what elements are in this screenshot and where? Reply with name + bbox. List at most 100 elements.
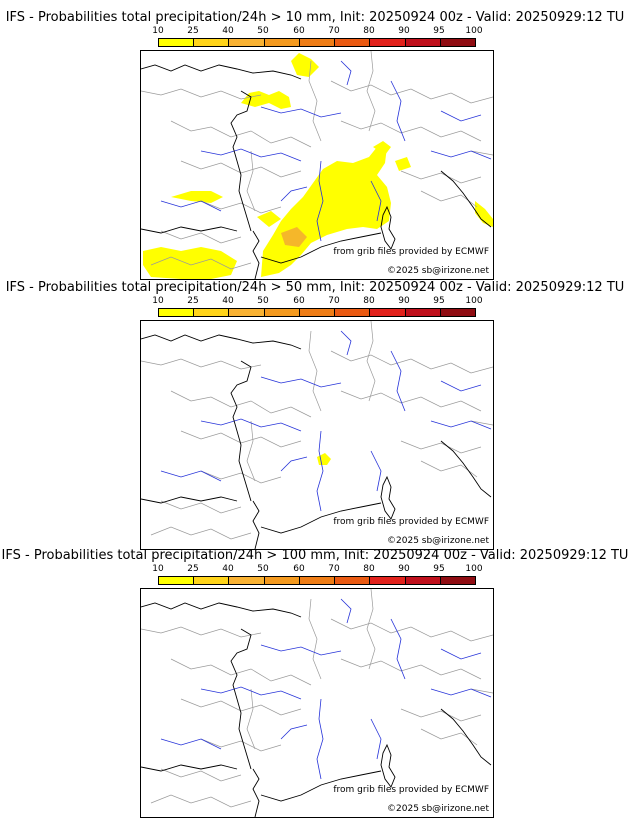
colorbar-swatch [440, 39, 475, 46]
precip-area-central-mid [281, 227, 307, 247]
precip-probability-areas [143, 53, 493, 279]
colorbar-tick: 60 [293, 296, 305, 306]
colorbar-tick: 50 [257, 564, 269, 574]
border-line [400, 440, 482, 454]
colorbar-swatch [440, 309, 475, 316]
river [440, 648, 482, 660]
river [340, 598, 352, 624]
border-line [150, 794, 252, 808]
colorbar-tick: 40 [222, 296, 234, 306]
border-line [340, 390, 482, 412]
river [370, 718, 382, 760]
copyright: ©2025 sb@irizone.net [387, 536, 489, 546]
colorbar-tick: 95 [433, 296, 445, 306]
border-line [366, 589, 376, 670]
precip-area-east [475, 201, 493, 227]
border-line [308, 60, 322, 142]
colorbar-tick: 10 [152, 564, 164, 574]
country-borders [141, 321, 493, 540]
colorbar-swatch [229, 577, 265, 584]
map: from grib files provided by ECMWF ©2025 … [140, 588, 494, 818]
river [430, 420, 492, 430]
colorbar-swatch [194, 577, 230, 584]
river [440, 380, 482, 392]
border-line [141, 626, 262, 638]
coastline [252, 768, 260, 817]
river [160, 738, 222, 750]
border-line [150, 526, 252, 540]
colorbar-swatch [335, 39, 371, 46]
panel-title: IFS - Probabilities total precipitation/… [5, 10, 625, 25]
precip-area-west-2 [257, 211, 281, 227]
rivers [160, 330, 492, 512]
river [390, 80, 406, 142]
colorbar-tick: 10 [152, 296, 164, 306]
colorbar-swatch [194, 39, 230, 46]
colorbar-tick: 25 [187, 296, 199, 306]
copyright: ©2025 sb@irizone.net [387, 804, 489, 814]
border-line [366, 51, 376, 132]
panel-title: IFS - Probabilities total precipitation/… [1, 548, 629, 563]
colorbar-swatch [335, 577, 371, 584]
river [280, 724, 308, 740]
map: from grib files provided by ECMWF ©2025 … [140, 320, 494, 550]
coastline [141, 496, 238, 504]
colorbar-tick: 70 [328, 296, 340, 306]
border-line [308, 598, 322, 680]
river [370, 180, 382, 222]
colorbar-swatch [159, 577, 195, 584]
border-line [340, 120, 482, 142]
border-line [470, 420, 493, 426]
colorbar-swatch [229, 309, 265, 316]
colorbar-tick: 80 [363, 26, 375, 36]
border-line [141, 358, 262, 370]
colorbar-tick: 25 [187, 26, 199, 36]
panel-title: IFS - Probabilities total precipitation/… [5, 280, 625, 295]
colorbar-swatch [370, 39, 406, 46]
river [316, 430, 324, 512]
colorbar [158, 38, 476, 47]
source-credit: from grib files provided by ECMWF [333, 785, 489, 795]
river [316, 698, 324, 780]
river [430, 688, 492, 698]
colorbar-swatch [159, 39, 195, 46]
border-line [180, 430, 302, 448]
colorbar-tick: 100 [465, 564, 483, 574]
river [160, 200, 222, 212]
colorbar [158, 576, 476, 585]
precip-area-north-2 [395, 157, 411, 171]
colorbar-swatch [264, 309, 300, 316]
border-line [366, 321, 376, 402]
colorbar-swatch [335, 309, 371, 316]
colorbar-swatch [159, 309, 195, 316]
rivers [160, 598, 492, 780]
colorbar-swatch [440, 577, 475, 584]
colorbar-tick: 10 [152, 26, 164, 36]
coastline [141, 226, 238, 234]
border-line [200, 738, 282, 752]
map-canvas [141, 589, 493, 817]
copyright: ©2025 sb@irizone.net [387, 266, 489, 276]
river [316, 160, 324, 242]
border-line [330, 350, 493, 374]
colorbar-tick: 50 [257, 26, 269, 36]
colorbar-tick: 95 [433, 26, 445, 36]
coastline [440, 170, 492, 228]
coastline [440, 440, 492, 498]
river [340, 330, 352, 356]
precip-probability-areas [317, 453, 331, 465]
precip-area-central [261, 147, 391, 277]
river [260, 644, 342, 656]
source-credit: from grib files provided by ECMWF [333, 517, 489, 527]
coastlines [141, 64, 492, 279]
border-line [170, 120, 312, 148]
border-line [470, 150, 493, 156]
border-line [470, 688, 493, 694]
river [440, 110, 482, 122]
coastline [380, 743, 396, 788]
coastline [260, 232, 382, 264]
precip-area-gulf-of-lion [317, 453, 331, 465]
country-borders [141, 589, 493, 808]
coastline [260, 770, 382, 802]
colorbar-swatch [264, 577, 300, 584]
